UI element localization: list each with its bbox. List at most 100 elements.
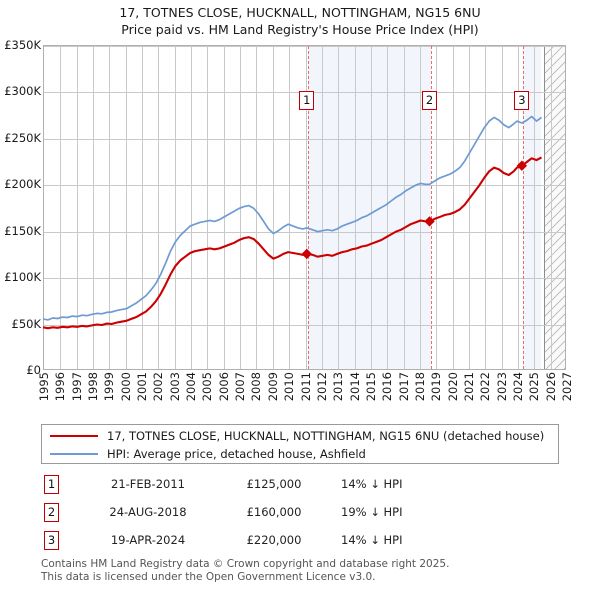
x-tick-label: 2001 xyxy=(135,372,150,402)
gridline-v xyxy=(273,46,274,369)
x-tick-label: 2010 xyxy=(282,372,297,402)
gridline-h xyxy=(44,46,565,47)
legend-label-property: 17, TOTNES CLOSE, HUCKNALL, NOTTINGHAM, … xyxy=(107,429,545,443)
gridline-v xyxy=(289,46,290,369)
table-row[interactable]: 1 21-FEB-2011 £125,000 14% ↓ HPI xyxy=(41,472,561,500)
title-line-2: Price paid vs. HM Land Registry's House … xyxy=(121,22,479,37)
y-tick-label: £200K xyxy=(4,177,41,192)
gridline-h xyxy=(44,232,565,233)
x-tick-label: 2019 xyxy=(429,372,444,402)
x-tick-label: 2004 xyxy=(184,372,199,402)
event-line-1 xyxy=(307,46,309,369)
x-tick-label: 2013 xyxy=(331,372,346,402)
gridline-v xyxy=(469,46,470,369)
x-tick-label: 2023 xyxy=(494,372,509,402)
gridline-v xyxy=(142,46,143,369)
chart-area: 1 2 3 xyxy=(42,45,566,370)
gridline-v xyxy=(191,46,192,369)
x-tick-label: 2015 xyxy=(363,372,378,402)
y-tick-label: £300K xyxy=(4,84,41,99)
sale-marker-2[interactable] xyxy=(424,216,435,227)
gridline-h xyxy=(44,325,565,326)
y-tick-label: £100K xyxy=(4,270,41,285)
y-tick-label: £0 xyxy=(26,363,41,377)
legend-swatch-property xyxy=(50,435,98,437)
gridline-v xyxy=(404,46,405,369)
gridline-v xyxy=(158,46,159,369)
x-tick-label: 1999 xyxy=(102,372,117,402)
transaction-date: 24-AUG-2018 xyxy=(109,505,187,519)
transaction-hpi-delta: 14% ↓ HPI xyxy=(341,477,403,491)
chart-legend: 17, TOTNES CLOSE, HUCKNALL, NOTTINGHAM, … xyxy=(41,424,559,464)
transaction-hpi-delta: 14% ↓ HPI xyxy=(341,533,403,547)
x-tick-label: 2011 xyxy=(298,372,313,402)
y-tick-label: £250K xyxy=(4,130,41,145)
x-tick-label: 2007 xyxy=(233,372,248,402)
gridline-h xyxy=(44,278,565,279)
x-tick-label: 1997 xyxy=(69,372,84,402)
legend-item-property: 17, TOTNES CLOSE, HUCKNALL, NOTTINGHAM, … xyxy=(50,427,544,445)
series-line-property xyxy=(42,156,543,330)
footer-line-1: Contains HM Land Registry data © Crown c… xyxy=(41,558,450,570)
callout-box-2[interactable]: 2 xyxy=(422,91,438,110)
transaction-hpi-delta: 19% ↓ HPI xyxy=(341,505,403,519)
x-axis: 1995 1996 1997 1998 1999 2000 2001 2002 2003 2004… xyxy=(37,372,574,416)
sale-marker-1[interactable] xyxy=(301,248,312,260)
gridline-v xyxy=(551,46,552,369)
gridline-v xyxy=(60,46,61,369)
table-row[interactable]: 2 24-AUG-2018 £160,000 19% ↓ HPI xyxy=(41,500,561,528)
footer-attribution: Contains HM Land Registry data © Crown c… xyxy=(41,558,581,583)
x-tick-label: 1995 xyxy=(37,372,51,402)
x-tick-label: 2027 xyxy=(560,372,574,402)
transaction-index-badge: 2 xyxy=(44,503,59,522)
x-tick-label: 2002 xyxy=(151,372,166,402)
x-tick-label: 2008 xyxy=(249,372,264,402)
gridline-v xyxy=(355,46,356,369)
transaction-index-badge: 3 xyxy=(44,531,59,550)
gridline-v xyxy=(175,46,176,369)
gridline-v xyxy=(371,46,372,369)
y-axis: £0 £50K £100K £150K £200K £250K £300K £350K xyxy=(0,38,42,377)
series-layer xyxy=(42,115,543,330)
x-tick-label: 2005 xyxy=(200,372,215,402)
legend-label-hpi: HPI: Average price, detached house, Ashf… xyxy=(107,447,366,461)
x-tick-label: 2022 xyxy=(478,372,493,402)
transactions-table: 1 21-FEB-2011 £125,000 14% ↓ HPI 2 24-AUG-201… xyxy=(41,472,561,556)
x-tick-label: 2006 xyxy=(216,372,231,402)
x-tick-label: 2025 xyxy=(527,372,542,402)
gridline-v xyxy=(322,46,323,369)
callout-box-3[interactable]: 3 xyxy=(514,91,530,110)
y-tick-label: £350K xyxy=(4,38,41,52)
gridline-v xyxy=(224,46,225,369)
table-row[interactable]: 3 19-APR-2024 £220,000 14% ↓ HPI xyxy=(41,528,561,556)
y-tick-label: £50K xyxy=(11,316,42,331)
gridline-v xyxy=(502,46,503,369)
transaction-price: £125,000 xyxy=(246,477,302,491)
legend-swatch-hpi xyxy=(50,453,98,455)
transaction-date: 19-APR-2024 xyxy=(110,533,186,547)
gridline-v xyxy=(453,46,454,369)
callout-box-1[interactable]: 1 xyxy=(299,91,315,110)
gridline-v xyxy=(256,46,257,369)
gridline-v xyxy=(306,46,307,369)
transaction-date: 21-FEB-2011 xyxy=(111,477,185,491)
transaction-price: £160,000 xyxy=(246,505,302,519)
plot-region xyxy=(43,45,566,370)
gridline-v xyxy=(338,46,339,369)
gridline-h xyxy=(44,185,565,186)
x-tick-label: 2012 xyxy=(314,372,329,402)
gridline-v xyxy=(420,46,421,369)
x-tick-label: 2021 xyxy=(461,372,476,402)
x-tick-label: 2020 xyxy=(445,372,460,402)
gridline-v xyxy=(387,46,388,369)
transaction-price: £220,000 xyxy=(246,533,302,547)
x-tick-label: 2003 xyxy=(167,372,182,402)
gridline-v xyxy=(485,46,486,369)
transaction-index-badge: 1 xyxy=(44,475,59,494)
x-tick-label: 1998 xyxy=(86,372,101,402)
gridline-v xyxy=(436,46,437,369)
event-line-2 xyxy=(430,46,432,369)
shaded-band-1 xyxy=(307,46,431,369)
x-tick-label: 2014 xyxy=(347,372,362,402)
x-tick-label: 2000 xyxy=(118,372,133,402)
